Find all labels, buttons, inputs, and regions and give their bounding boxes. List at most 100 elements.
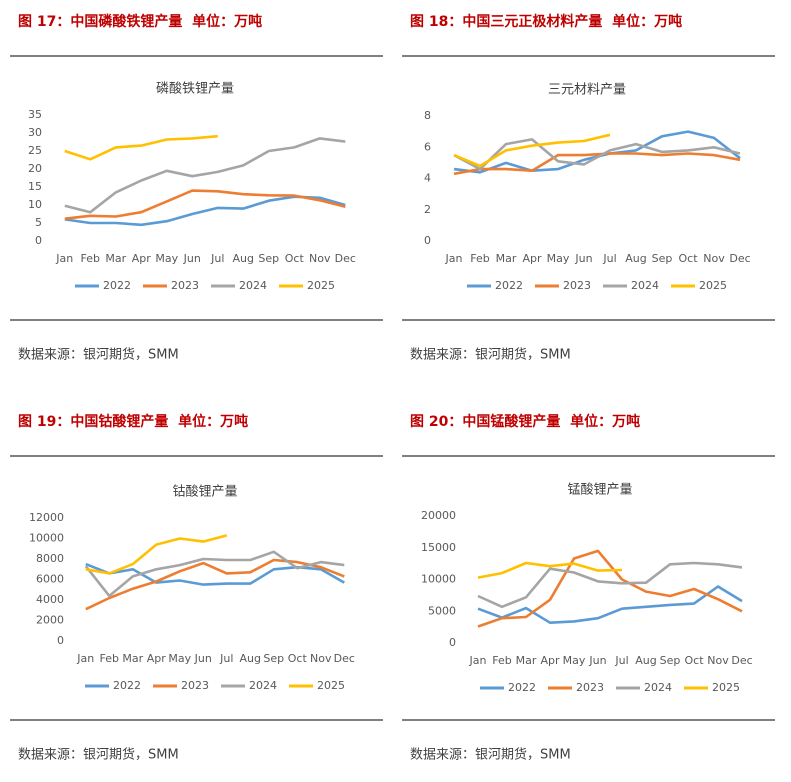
legend-label: 2023 [563,279,591,292]
y-tick-label: 10 [28,198,42,211]
x-tick-label: Jul [219,652,233,665]
legend-label: 2024 [249,679,277,692]
x-tick-label: Oct [678,252,698,265]
series-line [453,152,741,176]
legend-label: 2024 [239,279,267,292]
x-tick-label: Aug [635,654,656,667]
x-tick-label: Nov [707,654,729,667]
y-tick-label: 5000 [428,604,456,617]
x-tick-label: Apr [132,252,152,265]
chart-title: 钴酸锂产量 [172,485,237,500]
x-tick-label: Feb [492,654,511,667]
x-tick-label: Apr [147,652,167,665]
y-tick-label: 2 [424,203,431,216]
y-tick-label: 0 [424,234,431,247]
legend-label: 2025 [699,279,727,292]
series-line [64,189,346,220]
x-tick-label: Apr [540,654,560,667]
chart-title: 磷酸铁锂产量 [156,82,234,97]
x-tick-label: Apr [522,252,542,265]
y-tick-label: 35 [28,108,42,121]
y-tick-label: 4 [424,172,431,185]
y-tick-label: 20 [28,162,42,175]
legend-label: 2022 [103,279,131,292]
y-tick-label: 15 [28,180,42,193]
legend-label: 2022 [508,681,536,694]
chart-title: 三元材料产量 [548,83,626,98]
x-tick-label: Oct [684,654,704,667]
source: 数据来源：银河期货，SMM [410,347,571,363]
x-tick-label: Aug [625,252,646,265]
y-tick-label: 2000 [36,614,64,627]
x-tick-label: Jul [210,252,224,265]
source: 数据来源：银河期货，SMM [18,747,179,763]
x-tick-label: Nov [310,652,332,665]
series-line [477,585,743,624]
series-line [453,133,611,168]
y-tick-label: 0 [449,636,456,649]
series-line [477,561,743,609]
y-tick-label: 15000 [421,541,456,554]
x-tick-label: Jul [602,252,616,265]
x-tick-label: Mar [496,252,517,265]
x-tick-label: Sep [652,252,673,265]
source: 数据来源：银河期货，SMM [410,747,571,763]
y-tick-label: 10000 [421,573,456,586]
legend-label: 2023 [576,681,604,694]
x-tick-label: Nov [309,252,331,265]
x-tick-label: May [168,652,191,665]
x-tick-label: Jan [55,252,73,265]
x-tick-label: Mar [122,652,143,665]
x-tick-label: Jan [76,652,94,665]
series-line [64,134,218,161]
legend-label: 2022 [495,279,523,292]
y-tick-label: 5 [35,216,42,229]
x-tick-label: Feb [100,652,119,665]
y-tick-label: 6000 [36,573,64,586]
legend-label: 2025 [317,679,345,692]
x-tick-label: Aug [240,652,261,665]
x-tick-label: Mar [105,252,126,265]
x-tick-label: Dec [731,654,752,667]
y-tick-label: 20000 [421,509,456,522]
series-line [85,558,345,611]
x-tick-label: Oct [285,252,305,265]
legend-label: 2022 [113,679,141,692]
x-tick-label: Nov [703,252,725,265]
series-line [84,550,345,598]
chart-title: 锰酸锂产量 [567,483,632,498]
x-tick-label: Sep [263,652,284,665]
x-tick-label: Feb [470,252,489,265]
y-tick-label: 4000 [36,593,64,606]
x-tick-label: Jul [614,654,628,667]
figure-title: 图 18：中国三元正极材料产量 单位：万吨 [410,13,682,30]
x-tick-label: May [155,252,178,265]
y-tick-label: 25 [28,144,42,157]
y-tick-label: 30 [28,126,42,139]
y-tick-label: 0 [35,234,42,247]
figure-title: 图 20：中国锰酸锂产量 单位：万吨 [410,413,640,430]
x-tick-label: Jun [183,252,201,265]
figure-title: 图 17：中国磷酸铁锂产量 单位：万吨 [18,13,262,30]
x-tick-label: Dec [729,252,750,265]
legend-label: 2025 [307,279,335,292]
x-tick-label: Sep [660,654,681,667]
legend-label: 2023 [171,279,199,292]
x-tick-label: Jun [194,652,212,665]
series-line [477,561,623,579]
x-tick-label: Jan [445,252,463,265]
source: 数据来源：银河期货，SMM [18,347,179,363]
legend-label: 2023 [181,679,209,692]
y-tick-label: 12000 [29,511,64,524]
y-tick-label: 6 [424,140,431,153]
series-line [453,138,741,171]
figure-title: 图 19：中国钴酸锂产量 单位：万吨 [18,413,248,430]
legend-label: 2024 [644,681,672,694]
series-line [477,549,743,628]
x-tick-label: May [563,654,586,667]
x-tick-label: Feb [81,252,100,265]
x-tick-label: Jan [469,654,487,667]
series-line [64,137,346,214]
y-tick-label: 0 [57,634,64,647]
